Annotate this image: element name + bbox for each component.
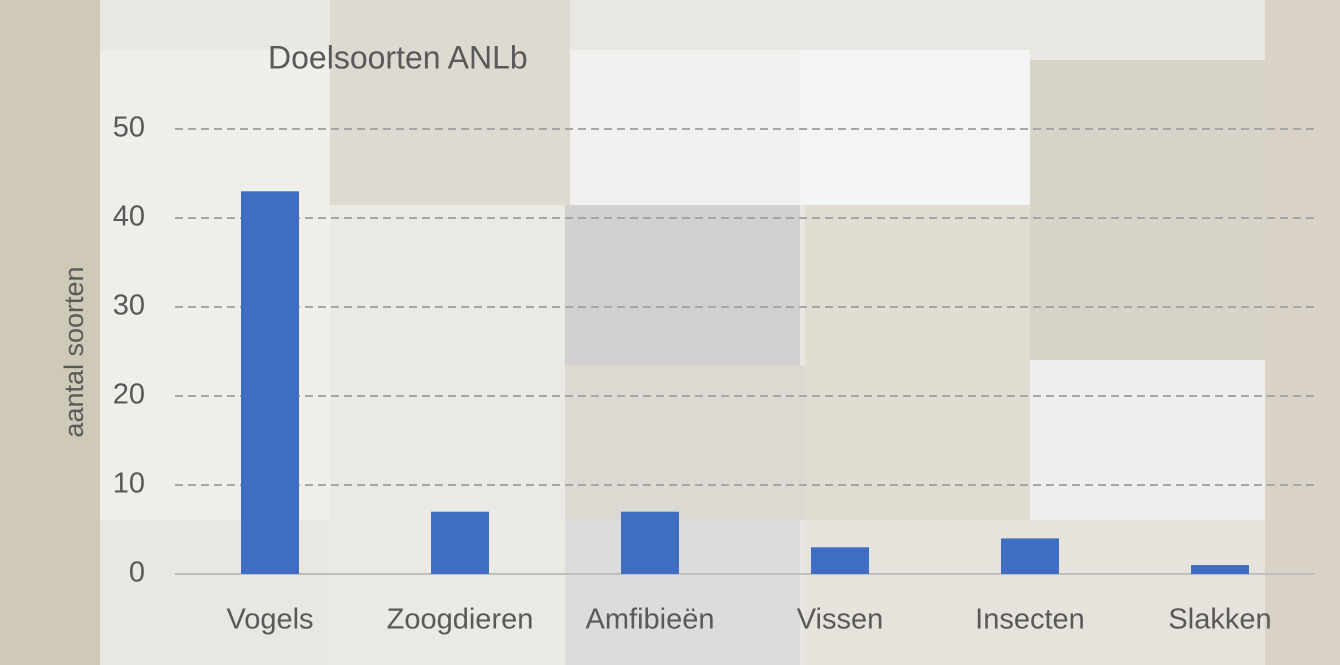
x-tick-label: Vissen (797, 604, 884, 636)
x-tick-label: Amfibieën (586, 604, 715, 636)
bar (1191, 565, 1249, 574)
y-tick-label: 10 (113, 468, 145, 500)
x-tick-label: Insecten (975, 604, 1085, 636)
y-tick-label: 30 (113, 290, 145, 322)
bar (431, 511, 489, 574)
chart-title: Doelsoorten ANLb (268, 39, 528, 75)
bar (1001, 538, 1059, 574)
y-tick-label: 50 (113, 112, 145, 144)
y-axis-label: aantal soorten (59, 266, 89, 437)
x-tick-label: Vogels (226, 604, 313, 636)
y-tick-label: 20 (113, 379, 145, 411)
y-tick-label: 40 (113, 201, 145, 233)
bar (241, 191, 299, 575)
x-tick-label: Slakken (1168, 604, 1271, 636)
y-tick-label: 0 (129, 557, 145, 589)
bar (811, 547, 869, 574)
bar (621, 511, 679, 574)
x-tick-label: Zoogdieren (387, 604, 534, 636)
